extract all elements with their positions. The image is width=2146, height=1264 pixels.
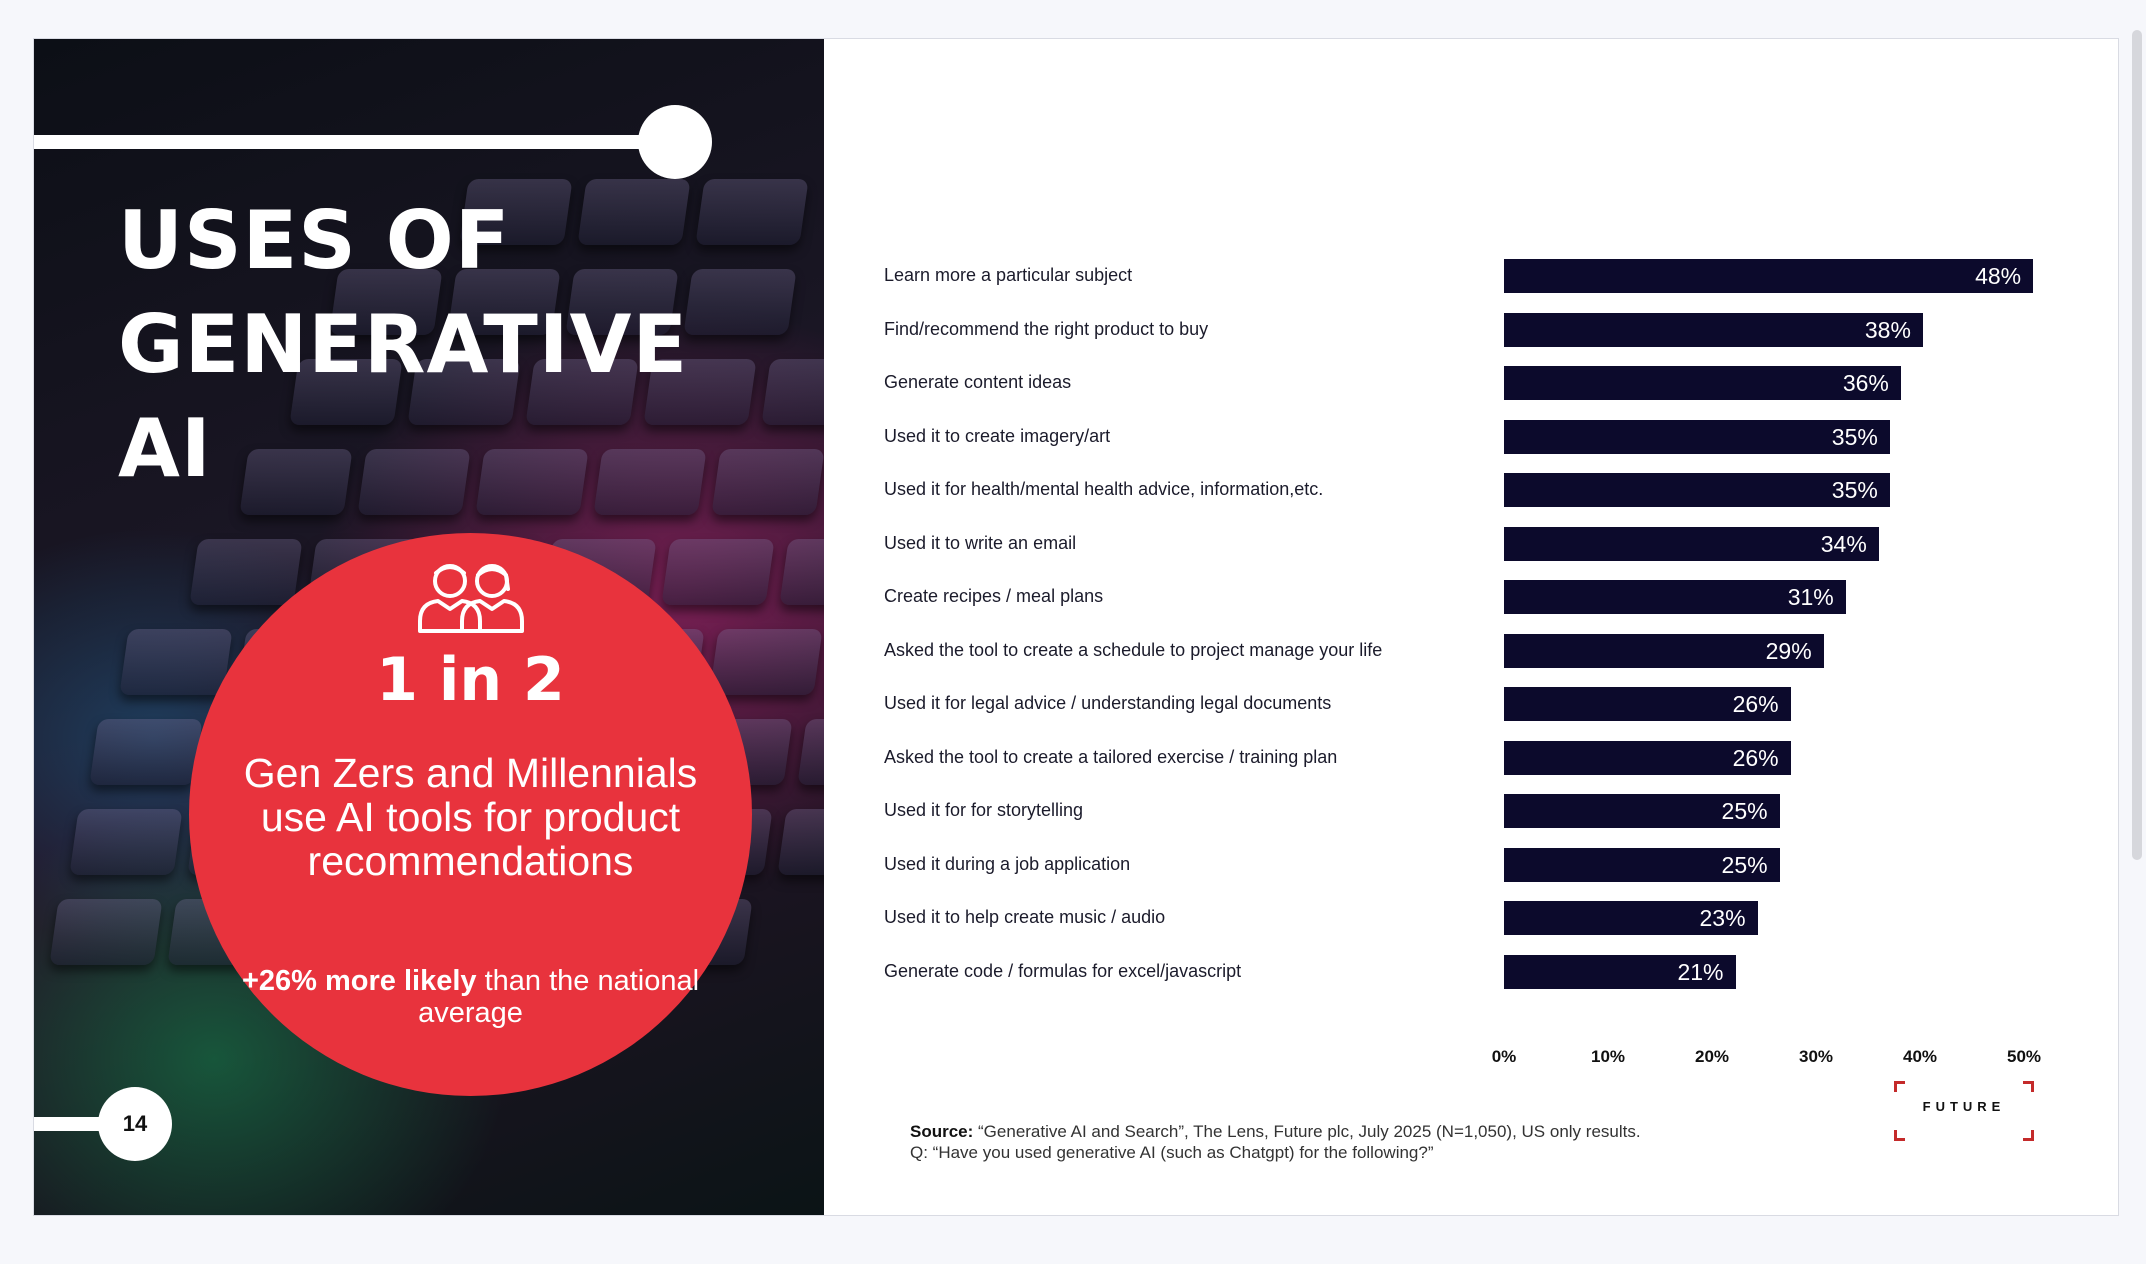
category-label: Learn more a particular subject	[884, 265, 1133, 285]
bar-value-label: 29%	[1765, 637, 1812, 664]
bar	[1504, 847, 1780, 882]
bar-value-label: 38%	[1864, 316, 1911, 343]
future-logo: FUTURE	[1894, 1081, 2034, 1141]
bar-value-label: 35%	[1831, 423, 1878, 450]
category-label: Generate content ideas	[884, 372, 1072, 392]
keyboard-key	[49, 899, 163, 965]
title-line-3: AI	[118, 402, 212, 495]
bar	[1504, 954, 1736, 989]
bar	[1504, 473, 1890, 507]
bar-value-label: 23%	[1699, 905, 1746, 931]
page-number: 14	[98, 1087, 172, 1161]
source-note: Source: “Generative AI and Search”, The …	[910, 1121, 1641, 1163]
logo-text: FUTURE	[1922, 1099, 2006, 1114]
bar	[1504, 901, 1758, 935]
category-label: Used it to write an email	[884, 532, 1077, 553]
keyboard-key	[761, 359, 824, 425]
stat-circle: 1 in 2 Gen Zers and Millennials use AI t…	[189, 533, 752, 1096]
x-tick-label: 20%	[1694, 1047, 1730, 1066]
bar	[1504, 366, 1901, 400]
bar-value-label: 21%	[1677, 958, 1724, 985]
top-accent-line	[34, 135, 642, 149]
bar-value-label: 36%	[1842, 370, 1889, 396]
logo-corner-tl	[1894, 1081, 1905, 1092]
bar	[1504, 633, 1824, 668]
category-label: Used it for legal advice / understanding…	[884, 693, 1332, 713]
x-tick-label: 0%	[1491, 1047, 1517, 1066]
bar-value-label: 34%	[1820, 530, 1867, 557]
x-tick-label: 40%	[1902, 1047, 1938, 1066]
keyboard-key	[69, 809, 183, 875]
page-title: USES OF GENERATIVE AI	[118, 189, 688, 501]
category-label: Used it during a job application	[884, 853, 1131, 874]
bar	[1504, 526, 1879, 561]
bar-value-label: 26%	[1732, 744, 1779, 771]
bar	[1504, 259, 2034, 293]
bottom-accent-line	[34, 1117, 114, 1131]
stat-value: 1 in 2	[376, 645, 565, 715]
bar-value-label: 25%	[1721, 851, 1768, 878]
keyboard-key	[711, 449, 824, 515]
category-label: Create recipes / meal plans	[884, 586, 1104, 606]
bar	[1504, 794, 1780, 828]
keyboard-key	[189, 539, 303, 605]
bar	[1504, 312, 1923, 347]
stat-description: Gen Zers and Millennials use AI tools fo…	[243, 750, 698, 884]
category-label: Used it for health/mental health advice,…	[884, 479, 1324, 499]
x-tick-label: 30%	[1798, 1047, 1834, 1066]
keyboard-key	[777, 809, 824, 875]
category-label: Generate code / formulas for excel/javas…	[884, 960, 1242, 981]
keyboard-key	[779, 539, 824, 605]
category-label: Used it to create imagery/art	[884, 425, 1111, 446]
logo-corner-br	[2023, 1130, 2034, 1141]
logo-corner-tr	[2023, 1081, 2034, 1092]
likely-bold: +26% more likely	[241, 965, 477, 997]
keyboard-key	[797, 719, 824, 785]
bar-value-label: 48%	[1975, 263, 2022, 289]
source-label: Source:	[910, 1122, 974, 1141]
category-label: Asked the tool to create a schedule to p…	[884, 639, 1383, 660]
scrollbar[interactable]	[2132, 30, 2142, 860]
bar	[1504, 687, 1791, 721]
logo-corner-bl	[1894, 1130, 1905, 1141]
keyboard-key	[661, 539, 775, 605]
title-line-1: USES OF	[118, 194, 511, 287]
bar-value-label: 35%	[1831, 477, 1878, 503]
x-tick-label: 50%	[2006, 1047, 2042, 1066]
source-text: “Generative AI and Search”, The Lens, Fu…	[973, 1122, 1641, 1141]
bar-chart: Learn more a particular subject 48% Find/r…	[884, 209, 2044, 1129]
bar	[1504, 580, 1846, 614]
top-accent-dot	[638, 105, 712, 179]
keyboard-key	[695, 179, 809, 245]
category-label: Used it to help create music / audio	[884, 907, 1166, 927]
source-question: Q: “Have you used generative AI (such as…	[910, 1143, 1434, 1162]
bar-value-label: 25%	[1721, 798, 1768, 824]
people-icon	[418, 564, 524, 633]
category-label: Asked the tool to create a tailored exer…	[884, 746, 1338, 767]
slide: USES OF GENERATIVE AI 1 in 2 Gen Zers an…	[33, 38, 2119, 1216]
likely-rest: than the national average	[418, 965, 700, 1029]
category-label: Used it for for storytelling	[884, 800, 1084, 820]
title-line-2: GENERATIVE	[118, 298, 689, 391]
category-label: Find/recommend the right product to buy	[884, 318, 1209, 339]
keyboard-key	[89, 719, 203, 785]
bar-value-label: 31%	[1787, 584, 1834, 610]
bar	[1504, 419, 1890, 454]
x-tick-label: 10%	[1590, 1047, 1626, 1066]
bar	[1504, 740, 1791, 775]
keyboard-key	[683, 269, 797, 335]
bar-value-label: 26%	[1732, 691, 1779, 717]
likely-note: +26% more likely than the national avera…	[229, 965, 712, 1029]
